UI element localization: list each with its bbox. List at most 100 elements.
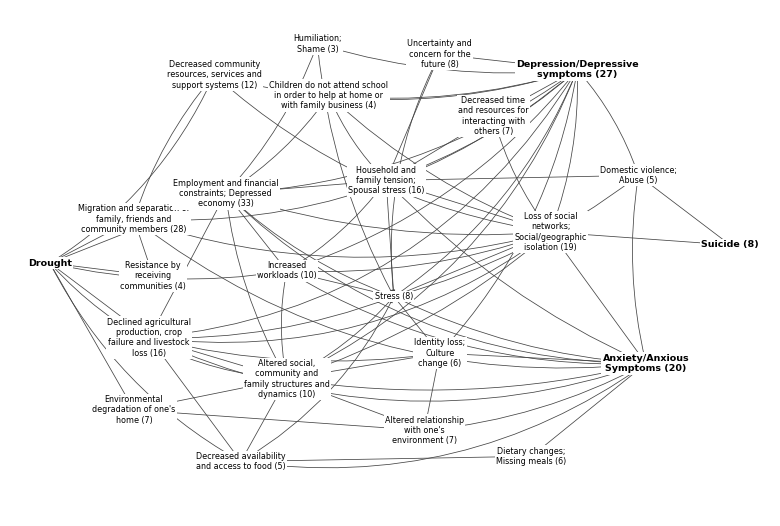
FancyArrowPatch shape <box>553 232 726 246</box>
FancyArrowPatch shape <box>388 181 547 231</box>
FancyArrowPatch shape <box>289 73 575 270</box>
FancyArrowPatch shape <box>136 221 643 368</box>
FancyArrowPatch shape <box>52 78 213 261</box>
FancyArrowPatch shape <box>289 73 576 378</box>
FancyArrowPatch shape <box>289 233 547 271</box>
FancyArrowPatch shape <box>320 45 573 73</box>
FancyArrowPatch shape <box>388 183 643 362</box>
FancyArrowPatch shape <box>152 339 643 401</box>
FancyArrowPatch shape <box>243 300 392 460</box>
FancyArrowPatch shape <box>229 194 547 235</box>
Text: Decreased time
and resources for
interacting with
others (7): Decreased time and resources for interac… <box>458 96 529 136</box>
FancyArrowPatch shape <box>217 70 574 99</box>
Text: Resistance by
receiving
communities (4): Resistance by receiving communities (4) <box>120 261 186 291</box>
FancyArrowPatch shape <box>136 379 283 409</box>
FancyArrowPatch shape <box>494 119 548 229</box>
FancyArrowPatch shape <box>534 366 644 454</box>
FancyArrowPatch shape <box>427 365 643 430</box>
FancyArrowPatch shape <box>396 233 547 296</box>
FancyArrowPatch shape <box>228 98 327 192</box>
Text: Identity loss;
Culture
change (6): Identity loss; Culture change (6) <box>414 338 466 368</box>
FancyArrowPatch shape <box>551 73 579 229</box>
FancyArrowPatch shape <box>52 221 131 262</box>
FancyArrowPatch shape <box>136 410 420 431</box>
FancyArrowPatch shape <box>388 72 575 179</box>
FancyArrowPatch shape <box>228 47 317 191</box>
FancyArrowPatch shape <box>289 363 643 390</box>
Text: Declined agricultural
production, crop
failure and livestock
loss (16): Declined agricultural production, crop f… <box>107 318 191 358</box>
FancyArrowPatch shape <box>552 234 644 361</box>
Text: Migration and separation of
family, friends and
community members (28): Migration and separation of family, frie… <box>78 204 190 234</box>
Text: Loss of social
networks;
Social/geographic
isolation (19): Loss of social networks; Social/geograph… <box>514 212 587 252</box>
Text: Domestic violence;
Abuse (5): Domestic violence; Abuse (5) <box>600 166 677 185</box>
Text: Employment and financial
constraints; Depressed
economy (33): Employment and financial constraints; De… <box>173 178 278 208</box>
FancyArrowPatch shape <box>229 180 382 193</box>
FancyArrowPatch shape <box>152 234 548 342</box>
FancyArrowPatch shape <box>243 366 643 468</box>
FancyArrowPatch shape <box>580 73 637 173</box>
Text: Environmental
degradation of one's
home (7): Environmental degradation of one's home … <box>92 395 176 425</box>
FancyArrowPatch shape <box>290 380 422 430</box>
FancyArrowPatch shape <box>289 272 643 365</box>
FancyArrowPatch shape <box>51 266 238 460</box>
FancyArrowPatch shape <box>152 338 436 361</box>
FancyArrowPatch shape <box>424 356 439 427</box>
FancyArrowPatch shape <box>228 195 643 365</box>
FancyArrowPatch shape <box>332 70 574 98</box>
FancyArrowPatch shape <box>216 77 547 232</box>
FancyArrowPatch shape <box>317 47 392 294</box>
Text: Household and
family tension;
Spousal stress (16): Household and family tension; Spousal st… <box>348 166 424 196</box>
FancyArrowPatch shape <box>229 72 574 193</box>
FancyArrowPatch shape <box>396 298 643 365</box>
FancyArrowPatch shape <box>395 299 438 350</box>
FancyArrowPatch shape <box>282 274 287 376</box>
FancyArrowPatch shape <box>495 72 574 115</box>
Text: Altered social,
community and
family structures and
dynamics (10): Altered social, community and family str… <box>244 359 330 399</box>
Text: Anxiety/Anxious
Symptoms (20): Anxiety/Anxious Symptoms (20) <box>603 354 690 373</box>
Text: Altered relationship
with one's
environment (7): Altered relationship with one's environm… <box>385 416 464 446</box>
FancyArrowPatch shape <box>135 77 212 216</box>
FancyArrowPatch shape <box>151 340 239 459</box>
FancyArrowPatch shape <box>396 178 636 296</box>
Text: Suicide (8): Suicide (8) <box>701 240 759 249</box>
FancyArrowPatch shape <box>151 197 224 335</box>
FancyArrowPatch shape <box>136 220 547 257</box>
FancyArrowPatch shape <box>152 73 576 338</box>
FancyArrowPatch shape <box>442 353 643 365</box>
FancyArrowPatch shape <box>228 195 391 296</box>
FancyArrowPatch shape <box>289 235 548 378</box>
FancyArrowPatch shape <box>331 97 547 231</box>
Text: Drought: Drought <box>28 258 72 268</box>
FancyArrowPatch shape <box>396 73 576 295</box>
FancyArrowPatch shape <box>392 57 438 293</box>
FancyArrowPatch shape <box>52 264 150 277</box>
Text: Humiliation;
Shame (3): Humiliation; Shame (3) <box>293 34 342 54</box>
FancyArrowPatch shape <box>633 178 646 360</box>
FancyArrowPatch shape <box>226 196 285 376</box>
Text: Decreased availability
and access to food (5): Decreased availability and access to foo… <box>196 452 285 471</box>
FancyArrowPatch shape <box>388 118 490 179</box>
FancyArrowPatch shape <box>52 264 283 279</box>
FancyArrowPatch shape <box>152 298 391 338</box>
Text: Depression/Depressive
symptoms (27): Depression/Depressive symptoms (27) <box>516 60 639 79</box>
FancyArrowPatch shape <box>243 455 528 461</box>
Text: Dietary changes;
Missing meals (6): Dietary changes; Missing meals (6) <box>496 447 566 466</box>
FancyArrowPatch shape <box>152 339 283 379</box>
FancyArrowPatch shape <box>387 57 438 178</box>
FancyArrowPatch shape <box>136 72 575 220</box>
FancyArrowPatch shape <box>51 266 132 407</box>
FancyArrowPatch shape <box>51 265 283 380</box>
FancyArrowPatch shape <box>137 194 223 219</box>
FancyArrowPatch shape <box>442 55 573 70</box>
FancyArrowPatch shape <box>289 184 384 269</box>
FancyArrowPatch shape <box>52 265 147 336</box>
Text: Children do not attend school
in order to help at home or
with family business (: Children do not attend school in order t… <box>269 80 388 110</box>
Text: Increased
workloads (10): Increased workloads (10) <box>257 261 317 280</box>
FancyArrowPatch shape <box>289 299 392 378</box>
FancyArrowPatch shape <box>389 174 635 180</box>
FancyArrowPatch shape <box>386 183 395 293</box>
Text: Stress (8): Stress (8) <box>374 292 413 301</box>
FancyArrowPatch shape <box>243 382 285 459</box>
FancyArrowPatch shape <box>289 271 390 296</box>
FancyArrowPatch shape <box>289 353 436 379</box>
